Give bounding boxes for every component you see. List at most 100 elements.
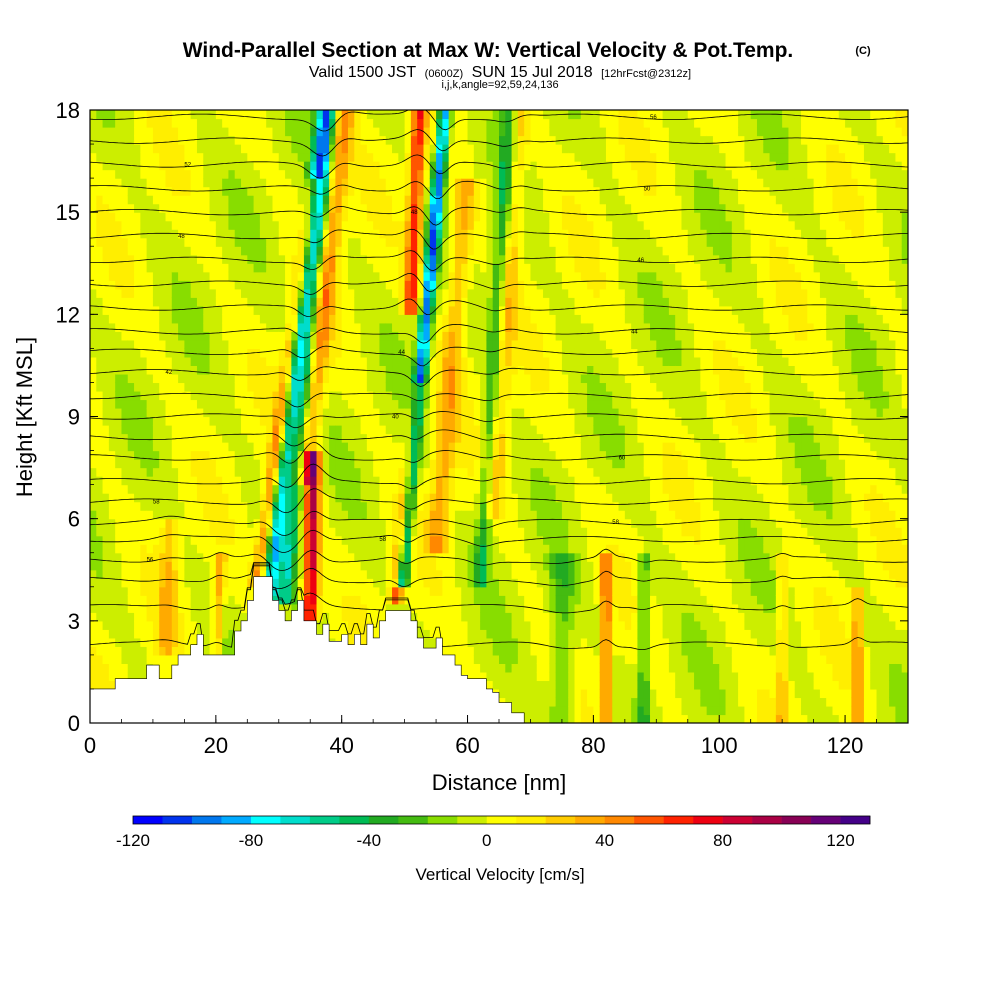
heatmap-cell xyxy=(524,612,532,622)
heatmap-cell xyxy=(360,425,368,435)
heatmap-cell xyxy=(278,467,286,477)
heatmap-cell xyxy=(228,186,236,196)
heatmap-cell xyxy=(291,373,299,384)
heatmap-cell xyxy=(366,195,374,205)
heatmap-cell xyxy=(499,680,506,690)
heatmap-cell xyxy=(486,569,494,579)
heatmap-cell xyxy=(347,484,355,494)
heatmap-cell xyxy=(121,365,129,375)
heatmap-cell xyxy=(329,178,336,188)
heatmap-cell xyxy=(171,390,179,401)
heatmap-cell xyxy=(121,476,129,486)
heatmap-cell xyxy=(146,620,154,630)
heatmap-cell xyxy=(467,271,475,281)
heatmap-cell xyxy=(196,450,204,460)
heatmap-cell xyxy=(134,305,141,315)
heatmap-cell xyxy=(423,527,431,537)
heatmap-cell xyxy=(165,169,173,179)
heatmap-cell xyxy=(152,348,160,358)
heatmap-cell xyxy=(102,186,110,196)
heatmap-cell xyxy=(417,297,425,307)
heatmap-cell xyxy=(517,144,525,154)
heatmap-cell xyxy=(329,450,336,460)
heatmap-cell xyxy=(165,382,173,392)
heatmap-cell xyxy=(196,382,204,392)
heatmap-cell xyxy=(278,578,286,588)
heatmap-cell xyxy=(354,135,362,145)
heatmap-cell xyxy=(454,246,462,256)
heatmap-cell xyxy=(297,203,305,213)
heatmap-cell xyxy=(473,246,481,256)
heatmap-cell xyxy=(190,178,198,188)
heatmap-cell xyxy=(461,322,469,332)
heatmap-cell xyxy=(385,135,393,145)
heatmap-cell xyxy=(461,535,469,545)
heatmap-cell xyxy=(417,356,425,367)
heatmap-cell xyxy=(121,195,129,205)
heatmap-cell xyxy=(90,552,97,562)
heatmap-cell xyxy=(505,544,513,554)
heatmap-cell xyxy=(392,195,399,205)
heatmap-cell xyxy=(222,484,230,494)
heatmap-cell xyxy=(329,246,336,256)
heatmap-cell xyxy=(335,467,343,477)
heatmap-cell xyxy=(134,459,141,469)
heatmap-cell xyxy=(90,271,97,281)
heatmap-cell xyxy=(190,314,198,324)
heatmap-cell xyxy=(329,510,336,520)
heatmap-cell xyxy=(203,110,211,120)
heatmap-cell xyxy=(366,339,374,349)
heatmap-cell xyxy=(278,305,286,315)
heatmap-cell xyxy=(335,263,343,273)
heatmap-cell xyxy=(329,484,336,494)
heatmap-cell xyxy=(404,373,412,384)
heatmap-cell xyxy=(171,629,179,639)
heatmap-cell xyxy=(310,612,318,622)
heatmap-cell xyxy=(146,271,154,281)
heatmap-cell xyxy=(121,356,129,367)
heatmap-cell xyxy=(297,365,305,375)
heatmap-cell xyxy=(341,229,349,239)
heatmap-cell xyxy=(341,484,349,494)
heatmap-cell xyxy=(486,586,494,596)
heatmap-cell xyxy=(448,382,456,392)
heatmap-cell xyxy=(366,501,374,511)
heatmap-cell xyxy=(134,654,141,664)
heatmap-cell xyxy=(165,586,173,596)
heatmap-cell xyxy=(442,416,450,426)
heatmap-cell xyxy=(215,229,223,239)
heatmap-cell xyxy=(486,510,494,520)
heatmap-cell xyxy=(241,331,248,341)
heatmap-cell xyxy=(209,646,217,656)
heatmap-cell xyxy=(146,476,154,486)
heatmap-cell xyxy=(152,365,160,375)
heatmap-cell xyxy=(127,144,135,154)
heatmap-cell xyxy=(96,127,104,137)
heatmap-cell xyxy=(178,135,185,145)
heatmap-cell xyxy=(511,663,519,673)
heatmap-cell xyxy=(165,144,173,154)
heatmap-cell xyxy=(423,365,431,375)
heatmap-cell xyxy=(499,271,506,281)
heatmap-cell xyxy=(461,459,469,469)
heatmap-cell xyxy=(448,518,456,528)
heatmap-cell xyxy=(140,442,148,452)
heatmap-cell xyxy=(410,612,418,622)
heatmap-cell xyxy=(448,220,456,230)
heatmap-cell xyxy=(159,442,167,452)
heatmap-cell xyxy=(178,220,185,230)
heatmap-cell xyxy=(385,169,393,179)
heatmap-cell xyxy=(335,390,343,401)
heatmap-cell xyxy=(335,603,343,613)
heatmap-cell xyxy=(152,246,160,256)
heatmap-cell xyxy=(203,510,211,520)
heatmap-cell xyxy=(134,510,141,520)
heatmap-cell xyxy=(454,603,462,613)
heatmap-cell xyxy=(297,476,305,486)
heatmap-cell xyxy=(467,578,475,588)
heatmap-cell xyxy=(322,271,330,281)
heatmap-cell xyxy=(278,297,286,307)
heatmap-cell xyxy=(335,195,343,205)
heatmap-cell xyxy=(322,237,330,247)
heatmap-cell xyxy=(410,416,418,426)
